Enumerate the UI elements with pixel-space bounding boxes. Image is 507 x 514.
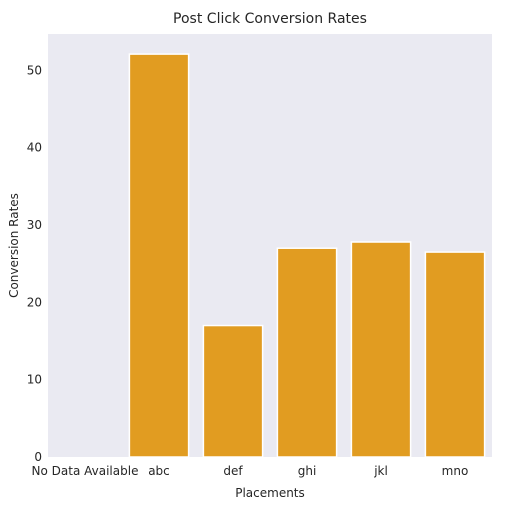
plot-area <box>48 34 492 457</box>
y-tick-label: 0 <box>34 450 42 464</box>
x-tick-label: No Data Available <box>32 464 139 478</box>
bar-ghi <box>276 247 338 458</box>
y-tick-label: 10 <box>27 373 42 387</box>
x-tick-label: abc <box>148 464 170 478</box>
x-tick-label: def <box>223 464 243 478</box>
y-tick-label: 30 <box>27 218 42 232</box>
y-tick-label: 20 <box>27 295 42 309</box>
bar-jkl <box>350 241 412 458</box>
bar-def <box>202 324 264 458</box>
y-axis-label: Conversion Rates <box>7 193 21 298</box>
x-tick-label: jkl <box>373 464 388 478</box>
y-tick-label: 50 <box>27 63 42 77</box>
x-axis-label: Placements <box>235 486 305 500</box>
y-tick-label: 40 <box>27 141 42 155</box>
bar-abc <box>128 53 190 458</box>
x-tick-label: mno <box>442 464 469 478</box>
x-tick-label: ghi <box>298 464 317 478</box>
chart-title: Post Click Conversion Rates <box>173 11 367 27</box>
bar-mno <box>424 251 486 458</box>
